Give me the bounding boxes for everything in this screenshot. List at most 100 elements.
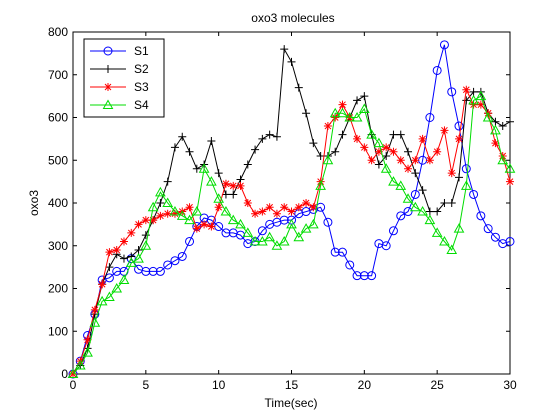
data-point bbox=[410, 189, 420, 199]
data-point bbox=[163, 209, 172, 218]
data-point bbox=[243, 199, 252, 207]
data-point bbox=[83, 335, 92, 344]
data-point bbox=[418, 186, 427, 195]
data-point bbox=[462, 96, 471, 105]
data-point bbox=[382, 151, 391, 160]
data-point bbox=[198, 163, 210, 173]
data-point bbox=[235, 218, 246, 229]
data-point bbox=[104, 291, 115, 302]
data-point bbox=[74, 359, 86, 370]
data-point bbox=[447, 199, 456, 207]
legend-entry-s4: S4 bbox=[90, 98, 149, 112]
data-point bbox=[374, 160, 383, 169]
data-point bbox=[338, 100, 347, 109]
data-point bbox=[366, 129, 377, 139]
data-point bbox=[141, 266, 151, 276]
data-point bbox=[177, 251, 187, 261]
data-point bbox=[402, 193, 414, 203]
x-axis: 0 5 10 15 20 25 30 bbox=[70, 32, 517, 392]
data-point bbox=[505, 236, 515, 246]
y-tick-label: 500 bbox=[48, 153, 68, 167]
legend-label: S2 bbox=[134, 62, 149, 76]
data-point bbox=[482, 111, 494, 122]
data-point bbox=[490, 124, 501, 135]
data-point bbox=[323, 122, 332, 131]
legend-marker bbox=[102, 99, 114, 109]
data-point bbox=[155, 186, 166, 197]
y-axis-label: oxo3 bbox=[27, 190, 41, 216]
data-point bbox=[89, 317, 101, 327]
data-point bbox=[337, 247, 347, 257]
data-point bbox=[258, 134, 267, 143]
data-point bbox=[411, 156, 420, 165]
data-point bbox=[315, 180, 326, 190]
data-point bbox=[280, 203, 289, 212]
y-tick-label: 200 bbox=[48, 282, 68, 296]
data-point bbox=[156, 211, 165, 220]
data-point bbox=[214, 203, 223, 212]
data-point bbox=[280, 45, 289, 54]
data-point bbox=[264, 231, 276, 242]
legend-label: S1 bbox=[134, 44, 149, 58]
data-point bbox=[220, 206, 232, 216]
data-point bbox=[192, 224, 201, 233]
data-point bbox=[112, 246, 121, 255]
data-point bbox=[170, 209, 179, 218]
data-point bbox=[111, 282, 123, 293]
data-point bbox=[388, 226, 398, 236]
data-point bbox=[67, 368, 79, 378]
data-point bbox=[323, 217, 333, 227]
data-point bbox=[396, 211, 406, 221]
data-point bbox=[272, 209, 281, 218]
x-tick-label: 15 bbox=[285, 378, 299, 392]
legend-label: S4 bbox=[134, 98, 149, 112]
data-point bbox=[411, 169, 420, 178]
data-point bbox=[447, 169, 456, 178]
data-point bbox=[353, 134, 362, 143]
data-point bbox=[221, 228, 231, 238]
data-point bbox=[104, 273, 114, 283]
data-point bbox=[213, 193, 225, 203]
data-point bbox=[344, 111, 356, 122]
data-point bbox=[358, 103, 370, 113]
data-point bbox=[469, 189, 479, 199]
data-point bbox=[309, 139, 318, 148]
data-point bbox=[112, 266, 122, 276]
data-point bbox=[461, 164, 471, 174]
data-point bbox=[257, 226, 267, 236]
legend-label: S3 bbox=[134, 80, 149, 94]
data-point bbox=[265, 130, 274, 139]
data-point bbox=[374, 147, 383, 156]
data-point bbox=[469, 87, 478, 96]
data-point bbox=[265, 203, 274, 212]
data-point bbox=[191, 206, 203, 216]
x-tick-label: 0 bbox=[70, 378, 77, 392]
data-point bbox=[294, 203, 303, 212]
data-point bbox=[105, 248, 114, 257]
data-point bbox=[331, 147, 340, 156]
series-line bbox=[72, 95, 511, 375]
chart-title: oxo3 molecules bbox=[251, 11, 334, 25]
data-point bbox=[476, 211, 486, 221]
data-point bbox=[90, 305, 99, 314]
data-point bbox=[118, 274, 130, 284]
data-point bbox=[155, 266, 165, 276]
data-point bbox=[498, 122, 507, 131]
data-point bbox=[455, 173, 464, 182]
data-point bbox=[272, 132, 281, 141]
data-point bbox=[360, 92, 369, 101]
series-layer bbox=[67, 40, 516, 379]
data-point bbox=[389, 147, 398, 156]
data-point bbox=[497, 154, 509, 165]
data-point bbox=[105, 263, 114, 272]
data-point bbox=[242, 227, 254, 237]
data-point bbox=[133, 253, 144, 263]
x-axis-label: Time(sec) bbox=[265, 396, 318, 410]
data-point bbox=[243, 160, 252, 169]
legend-entry-s3: S3 bbox=[90, 80, 149, 94]
data-point bbox=[483, 224, 493, 234]
y-tick-label: 0 bbox=[61, 367, 68, 381]
data-point bbox=[176, 210, 188, 220]
y-axis: 0 100 200 300 400 500 600 700 800 bbox=[48, 25, 510, 381]
